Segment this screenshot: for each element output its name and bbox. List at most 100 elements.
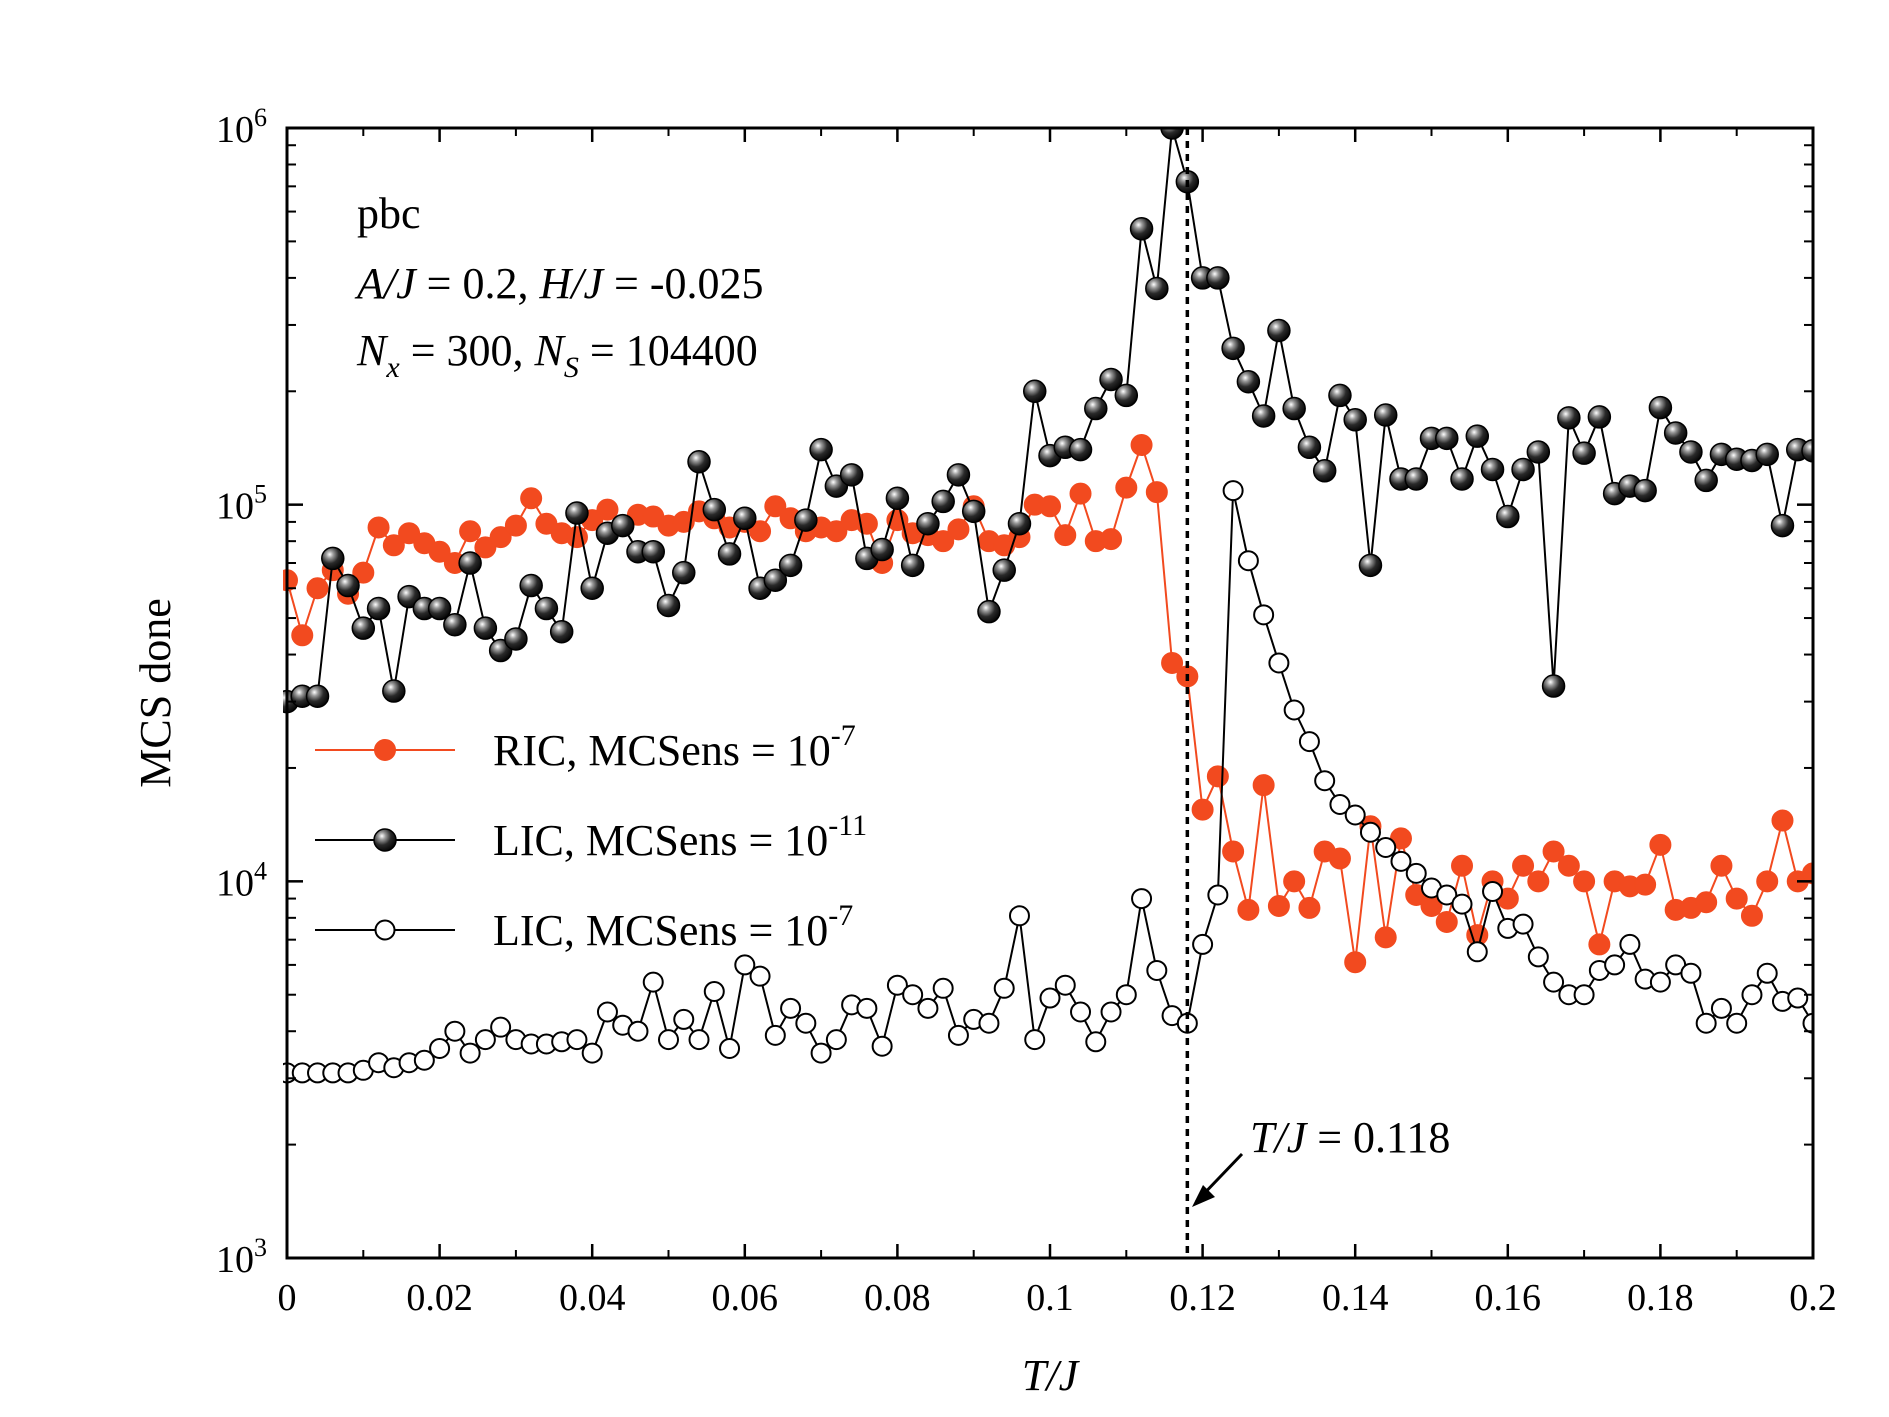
series-0-point [1206,765,1229,788]
series-2-point [1100,1001,1122,1023]
series-1-point [1328,383,1352,408]
series-1-point [427,596,452,621]
series-2-point [413,1049,435,1071]
series-2-point [917,997,939,1019]
series-1-point [809,437,833,462]
series-2-point [1024,1029,1046,1051]
series-1-point [366,596,391,621]
series-0-point [1771,809,1794,832]
series-2-point [1405,862,1427,884]
series-0-point [1298,896,1321,919]
series-2-point [1115,984,1137,1006]
legend-marker-2 [374,919,396,941]
series-0-point [291,624,314,647]
series-2-point [658,1029,679,1051]
series-1-point [1587,405,1612,429]
vline-annotation: T/J = 0.118 [1192,1113,1450,1207]
series-1-point [519,573,543,598]
series-1-point [1312,459,1337,483]
series-1-point [382,679,406,703]
series-1-point [1663,421,1688,445]
series-0-point [672,510,695,533]
series-0-point [1161,651,1184,674]
series-0-point [1374,926,1397,949]
series-2-point [1512,913,1534,935]
series-2-point [1604,954,1626,976]
series-0-point [1069,482,1092,505]
series-2-point [764,1024,786,1046]
series-2-point [1222,480,1244,502]
series-1-point [443,612,467,637]
series-0-point [1740,904,1763,927]
series-2-point [1726,1012,1748,1034]
series-0-point [1267,895,1290,918]
series-2-point [825,1029,847,1051]
series-1-point [580,576,604,600]
series-1-point [1160,128,1184,140]
y-tick-label: 106 [216,103,267,151]
series-1-point [1007,511,1032,536]
series-2-point [993,977,1015,999]
series-2-point [1802,1012,1813,1034]
series-1-point [687,449,711,474]
series-1-point [656,593,681,618]
legend-marker-1 [373,828,397,852]
series-1-point [1480,457,1505,482]
series-1-point [961,499,986,524]
series-0-point [1130,434,1153,457]
x-tick-label: 0.1 [1026,1277,1074,1319]
legend-marker-0 [374,739,396,761]
series-2-point [749,965,771,987]
series-1-point [1373,403,1398,427]
x-tick-label: 0.12 [1169,1277,1236,1319]
series-2-point [978,1012,1000,1034]
series-2-point [871,1035,893,1057]
series-0-point [398,522,421,545]
series-1-point [1099,367,1123,392]
series-1-point [321,546,345,571]
series-1-point [1633,478,1657,503]
series-2-point [1787,987,1809,1009]
series-2-point [1680,962,1702,984]
series-0-point [1451,854,1474,877]
series-2-point [581,1042,603,1064]
series-2-point [1054,974,1076,996]
series-0-point [459,520,482,543]
series-0-point [749,520,772,543]
series-1-point [1404,467,1428,491]
series-1-point [900,553,925,578]
series-2-point [1146,959,1168,981]
x-tick-label: 0 [278,1277,297,1319]
series-1-point [1251,404,1276,428]
series-1-point [778,553,803,578]
annotation-block: pbc A/J = 0.2, H/J = -0.025 Nx = 300, NS… [354,189,763,384]
series-2-point [1436,884,1458,906]
series-2-point [1253,604,1275,626]
series-2-point [1375,836,1397,858]
series-2-point [886,974,908,996]
series-2-point [1314,770,1336,792]
series-1-point [1496,504,1520,529]
series-2-point [1466,941,1488,963]
series-1-point [916,511,940,536]
series-2-point [673,1008,695,1030]
x-tick-label: 0.06 [712,1277,779,1319]
series-1-point [1297,435,1322,460]
series-2-point [566,1029,588,1051]
series-0-point [1588,933,1611,956]
series-1-point [885,486,910,511]
series-0-point [1756,870,1779,893]
series-1-point [1282,396,1306,421]
series-2-point [902,984,924,1006]
series-1-point [1068,437,1093,462]
series-2-point [429,1037,451,1059]
series-2-point [1573,984,1595,1006]
series-2-point [688,1029,710,1051]
series-0-point [1649,833,1672,856]
series-1-point [1557,406,1581,430]
series-1-point [565,501,589,525]
series-2-point [1192,933,1214,955]
series-0-point [764,495,787,518]
series-1-line [286,128,1813,703]
